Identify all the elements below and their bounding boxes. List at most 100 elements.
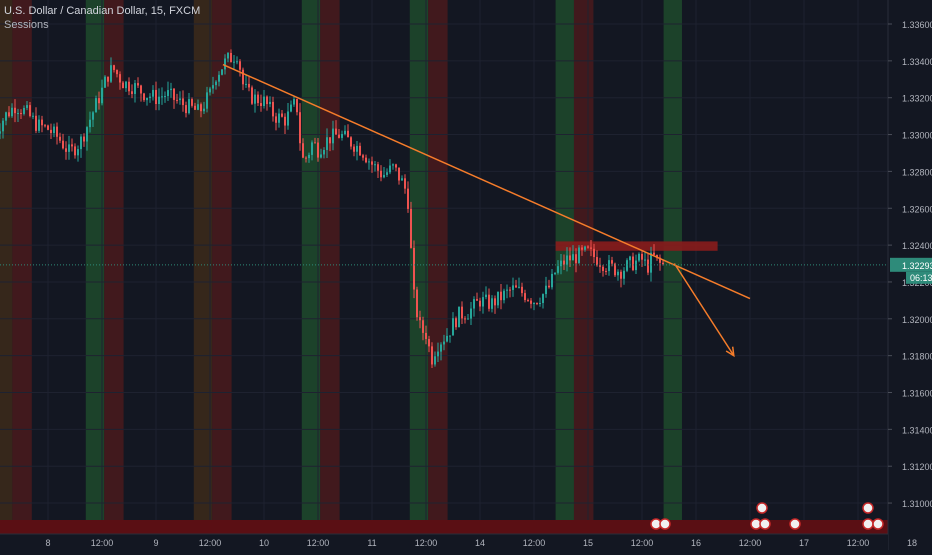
current-price-tag — [890, 257, 932, 272]
candle-body — [632, 256, 634, 271]
candle-body — [566, 255, 568, 265]
candle-body — [164, 96, 166, 98]
session-bands — [0, 0, 682, 520]
candle-body — [512, 285, 514, 290]
price-tick-label: 1.33600 — [902, 20, 932, 30]
candle-body — [593, 248, 595, 258]
candle-body — [20, 112, 22, 114]
candle-body — [122, 82, 124, 89]
candle-body — [299, 112, 301, 144]
candle-body — [425, 332, 427, 340]
candle-body — [539, 303, 541, 305]
economic-event-marker-icon[interactable] — [756, 502, 768, 514]
candle-body — [554, 272, 556, 274]
candle-body — [344, 130, 346, 135]
candle-body — [368, 161, 370, 163]
candle-body — [185, 105, 187, 114]
candle-body — [584, 246, 586, 250]
candle-body — [377, 164, 379, 171]
candle-body — [341, 134, 343, 138]
candle-body — [548, 285, 550, 288]
candle-body — [86, 127, 88, 142]
candle-body — [596, 257, 598, 266]
candle-body — [536, 303, 538, 305]
projection-arrow-head — [725, 346, 735, 358]
candle-body — [26, 105, 28, 108]
candle-body — [440, 344, 442, 352]
candle-body — [245, 83, 247, 85]
candle-body — [416, 289, 418, 318]
candle-body — [182, 98, 184, 106]
economic-event-marker-icon[interactable] — [789, 518, 801, 530]
candle-body — [176, 99, 178, 101]
candle-body — [572, 254, 574, 261]
candle-body — [296, 99, 298, 113]
time-tick-label: 8 — [45, 538, 50, 548]
session-band — [555, 0, 574, 520]
candle-body — [635, 260, 637, 271]
candle-body — [617, 271, 619, 276]
candle-body — [407, 188, 409, 209]
candle-body — [545, 285, 547, 295]
candle-body — [83, 136, 85, 142]
study-label-sessions[interactable]: Sessions — [4, 19, 49, 31]
candle-body — [404, 178, 406, 189]
candle-body — [41, 119, 43, 126]
session-band — [212, 0, 232, 520]
price-tick-label: 1.31400 — [902, 425, 932, 435]
time-tick-label: 12:00 — [523, 538, 546, 548]
candle-body — [29, 105, 31, 116]
candle-body — [590, 247, 592, 249]
candle-body — [629, 256, 631, 261]
resistance-zone[interactable] — [555, 241, 718, 251]
candle-body — [614, 263, 616, 276]
candle-body — [410, 208, 412, 248]
projection-arrow-line[interactable] — [673, 263, 735, 357]
candle-body — [221, 69, 223, 75]
candle-body — [230, 52, 232, 63]
candle-body — [311, 142, 313, 155]
price-tick-label: 1.33000 — [902, 131, 932, 141]
time-tick-label: 9 — [153, 538, 158, 548]
candle-body — [107, 76, 109, 82]
candle-body — [500, 291, 502, 301]
candle-body — [215, 81, 217, 86]
candle-body — [578, 247, 580, 264]
resistance-zone-layer — [555, 241, 718, 251]
candle-body — [56, 126, 58, 137]
candle-body — [656, 254, 658, 258]
economic-event-marker-icon[interactable] — [862, 502, 874, 514]
candle-body — [2, 120, 4, 132]
candle-body — [509, 289, 511, 291]
price-tick-label: 1.32400 — [902, 241, 932, 251]
candle-body — [515, 285, 517, 288]
candle-body — [647, 259, 649, 273]
time-tick-label: 12:00 — [631, 538, 654, 548]
candle-body — [626, 260, 628, 271]
symbol-title[interactable]: U.S. Dollar / Canadian Dollar, 15, FXCM — [4, 5, 201, 17]
economic-event-marker-icon[interactable] — [659, 518, 671, 530]
candle-body — [563, 260, 565, 265]
candle-body — [638, 253, 640, 261]
candle-body — [272, 101, 274, 117]
candle-body — [329, 137, 331, 144]
time-tick-label: 14 — [475, 538, 485, 548]
economic-event-marker-icon[interactable] — [759, 518, 771, 530]
candle-body — [383, 174, 385, 178]
candle-body — [431, 346, 433, 365]
candle-body — [461, 306, 463, 319]
candle-body — [248, 83, 250, 88]
session-band — [0, 0, 13, 520]
price-tick-label: 1.32800 — [902, 167, 932, 177]
candle-body — [71, 144, 73, 147]
candle-body — [101, 87, 103, 104]
candle-body — [599, 265, 601, 267]
economic-event-marker-icon[interactable] — [872, 518, 884, 530]
candle-body — [374, 164, 376, 166]
candle-body — [443, 341, 445, 345]
trendline[interactable] — [222, 63, 751, 300]
candle-body — [332, 128, 334, 144]
economic-event-marker-icon[interactable] — [862, 518, 874, 530]
